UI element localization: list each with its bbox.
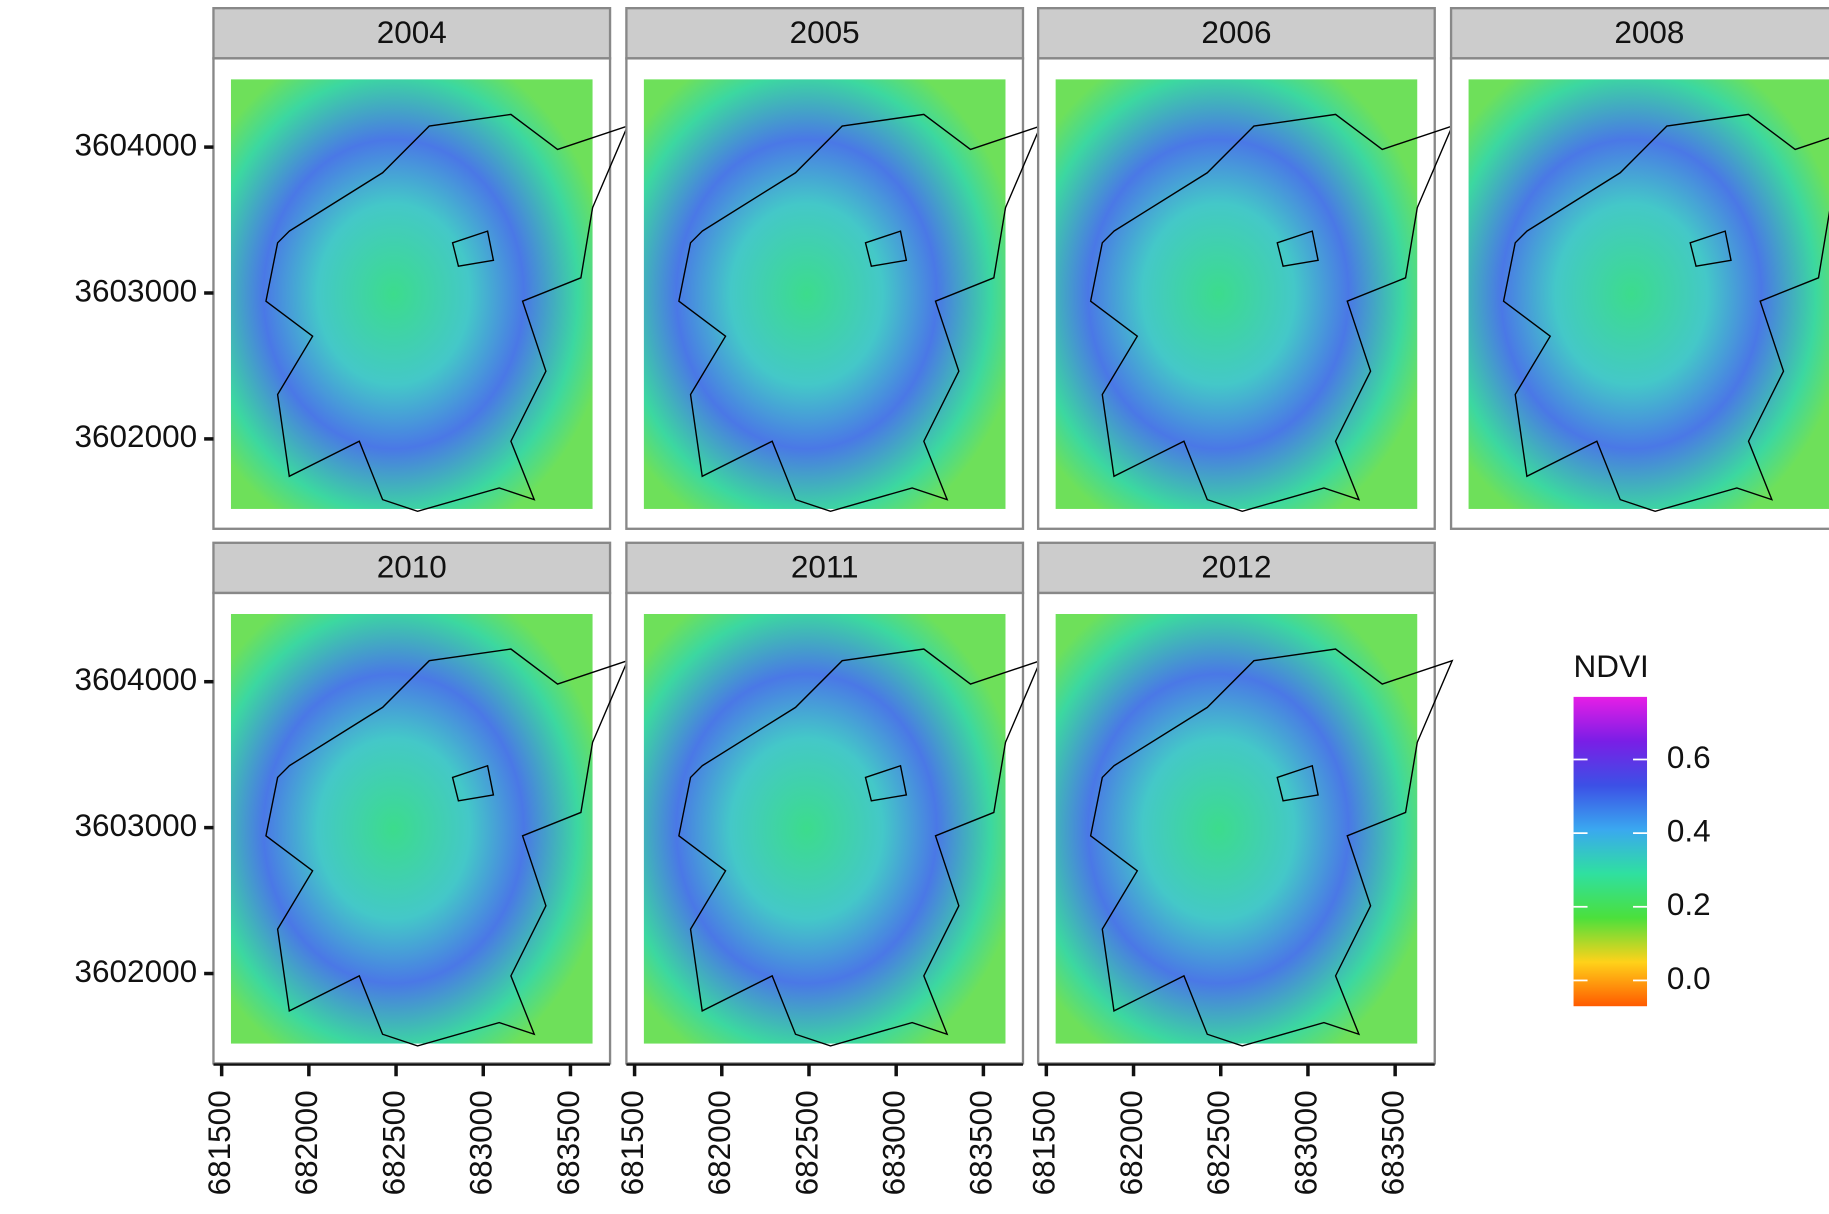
legend-label: 0.0 (1667, 960, 1711, 996)
legend-label: 0.6 (1667, 739, 1711, 775)
facet-title: 2006 (1201, 14, 1271, 50)
facet-title: 2011 (791, 548, 859, 584)
y-tick-label: 3604000 (75, 126, 198, 162)
facet-title: 2010 (377, 548, 447, 584)
x-tick-label: 682500 (1200, 1090, 1236, 1195)
x-tick-label: 682000 (1113, 1090, 1149, 1195)
legend-label: 0.2 (1667, 886, 1711, 922)
x-tick-label: 683000 (1287, 1090, 1323, 1195)
colorbar (1574, 697, 1647, 1006)
facet-title: 2012 (1201, 548, 1271, 584)
y-tick-label: 3603000 (75, 807, 198, 843)
y-tick-label: 3603000 (75, 272, 198, 308)
facet-title: 2004 (377, 14, 447, 50)
x-tick-label: 683500 (550, 1090, 586, 1195)
page: {"chart_data":{"type":"raster","facets":… (0, 0, 1829, 1214)
x-tick-label: 682500 (788, 1090, 824, 1195)
x-tick-label: 681500 (1026, 1090, 1062, 1195)
y-tick-label: 3602000 (75, 418, 198, 454)
chart: NDVI 2004 3602000 3603000 3604000 2005 2006 20… (0, 0, 1829, 1214)
legend-label: 0.4 (1667, 812, 1711, 848)
x-tick-label: 683000 (463, 1090, 499, 1195)
x-tick-label: 683500 (1374, 1090, 1410, 1195)
facet-title: 2005 (790, 14, 860, 50)
x-tick-label: 681500 (614, 1090, 650, 1195)
x-tick-label: 683000 (876, 1090, 912, 1195)
y-tick-label: 3602000 (75, 953, 198, 989)
x-tick-label: 682000 (288, 1090, 324, 1195)
x-tick-label: 682000 (701, 1090, 737, 1195)
x-tick-label: 682500 (375, 1090, 411, 1195)
y-tick-label: 3604000 (75, 661, 198, 697)
facet-title: 2008 (1614, 14, 1684, 50)
legend-title: NDVI (1574, 648, 1649, 684)
x-tick-label: 683500 (963, 1090, 999, 1195)
x-tick-label: 681500 (201, 1090, 237, 1195)
